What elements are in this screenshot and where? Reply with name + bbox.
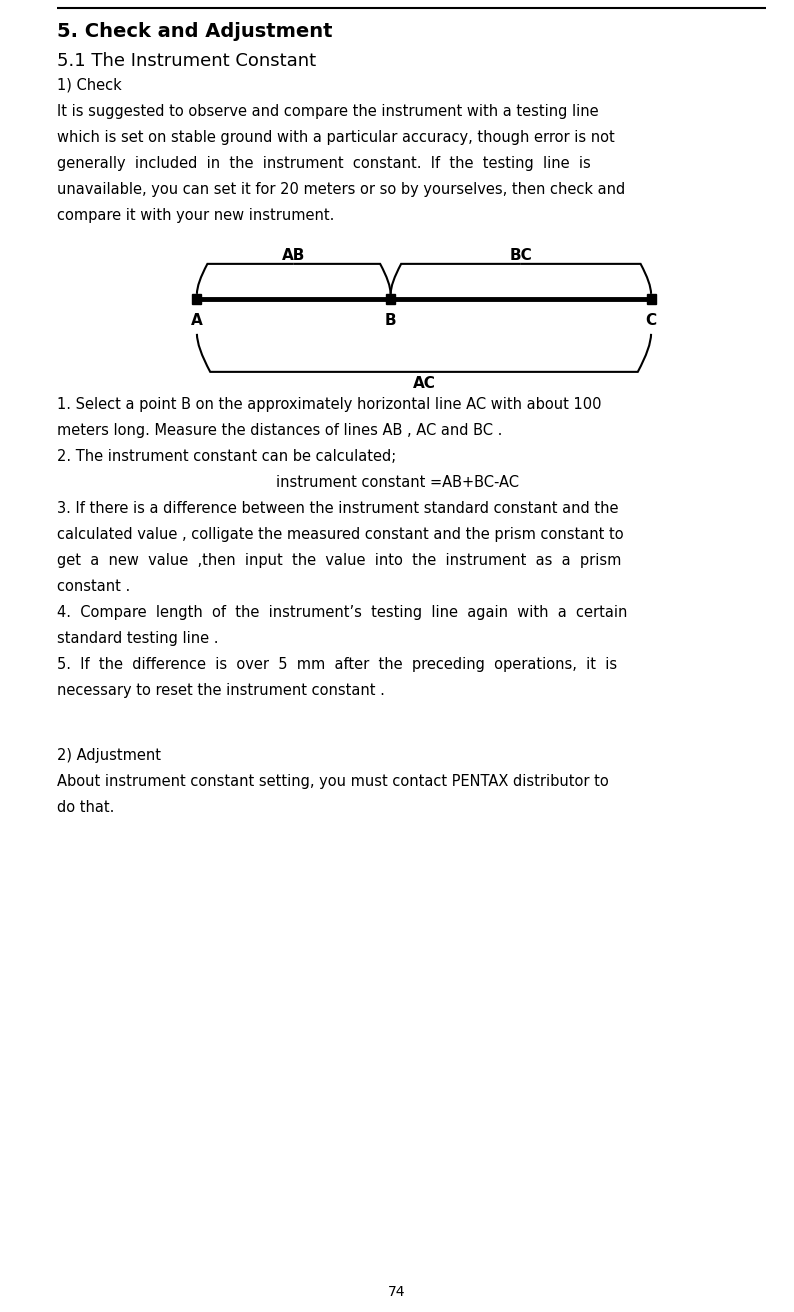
- Text: C: C: [646, 312, 657, 328]
- Bar: [646, 294, 656, 304]
- Text: About instrument constant setting, you must contact PENTAX distributor to: About instrument constant setting, you m…: [57, 774, 609, 789]
- Text: 5.1 The Instrument Constant: 5.1 The Instrument Constant: [57, 52, 316, 70]
- Bar: [386, 294, 395, 304]
- Text: BC: BC: [510, 248, 532, 262]
- Bar: [192, 294, 202, 304]
- Text: 4.  Compare  length  of  the  instrument’s  testing  line  again  with  a  certa: 4. Compare length of the instrument’s te…: [57, 605, 627, 619]
- Text: do that.: do that.: [57, 799, 114, 815]
- Text: 5. Check and Adjustment: 5. Check and Adjustment: [57, 22, 333, 41]
- Text: AB: AB: [282, 248, 306, 262]
- Text: generally  included  in  the  instrument  constant.  If  the  testing  line  is: generally included in the instrument con…: [57, 156, 591, 171]
- Text: 3. If there is a difference between the instrument standard constant and the: 3. If there is a difference between the …: [57, 501, 619, 516]
- Text: calculated value , colligate the measured constant and the prism constant to: calculated value , colligate the measure…: [57, 526, 624, 542]
- Text: which is set on stable ground with a particular accuracy, though error is not: which is set on stable ground with a par…: [57, 130, 615, 144]
- Text: 5.  If  the  difference  is  over  5  mm  after  the  preceding  operations,  it: 5. If the difference is over 5 mm after …: [57, 656, 617, 672]
- Text: 74: 74: [388, 1284, 406, 1299]
- Text: meters long. Measure the distances of lines AB , AC and BC .: meters long. Measure the distances of li…: [57, 422, 503, 438]
- Text: 2. The instrument constant can be calculated;: 2. The instrument constant can be calcul…: [57, 449, 396, 464]
- Text: get  a  new  value  ,then  input  the  value  into  the  instrument  as  a  pris: get a new value ,then input the value in…: [57, 552, 622, 568]
- Text: necessary to reset the instrument constant .: necessary to reset the instrument consta…: [57, 682, 385, 698]
- Text: unavailable, you can set it for 20 meters or so by yourselves, then check and: unavailable, you can set it for 20 meter…: [57, 182, 626, 197]
- Text: B: B: [385, 312, 396, 328]
- Text: It is suggested to observe and compare the instrument with a testing line: It is suggested to observe and compare t…: [57, 104, 599, 119]
- Text: 2) Adjustment: 2) Adjustment: [57, 748, 161, 762]
- Text: 1) Check: 1) Check: [57, 77, 122, 93]
- Text: AC: AC: [413, 375, 435, 391]
- Text: A: A: [191, 312, 202, 328]
- Text: 1. Select a point B on the approximately horizontal line AC with about 100: 1. Select a point B on the approximately…: [57, 396, 602, 412]
- Text: standard testing line .: standard testing line .: [57, 631, 218, 646]
- Text: compare it with your new instrument.: compare it with your new instrument.: [57, 207, 334, 223]
- Text: instrument constant =AB+BC-AC: instrument constant =AB+BC-AC: [276, 475, 518, 489]
- Text: constant .: constant .: [57, 579, 130, 594]
